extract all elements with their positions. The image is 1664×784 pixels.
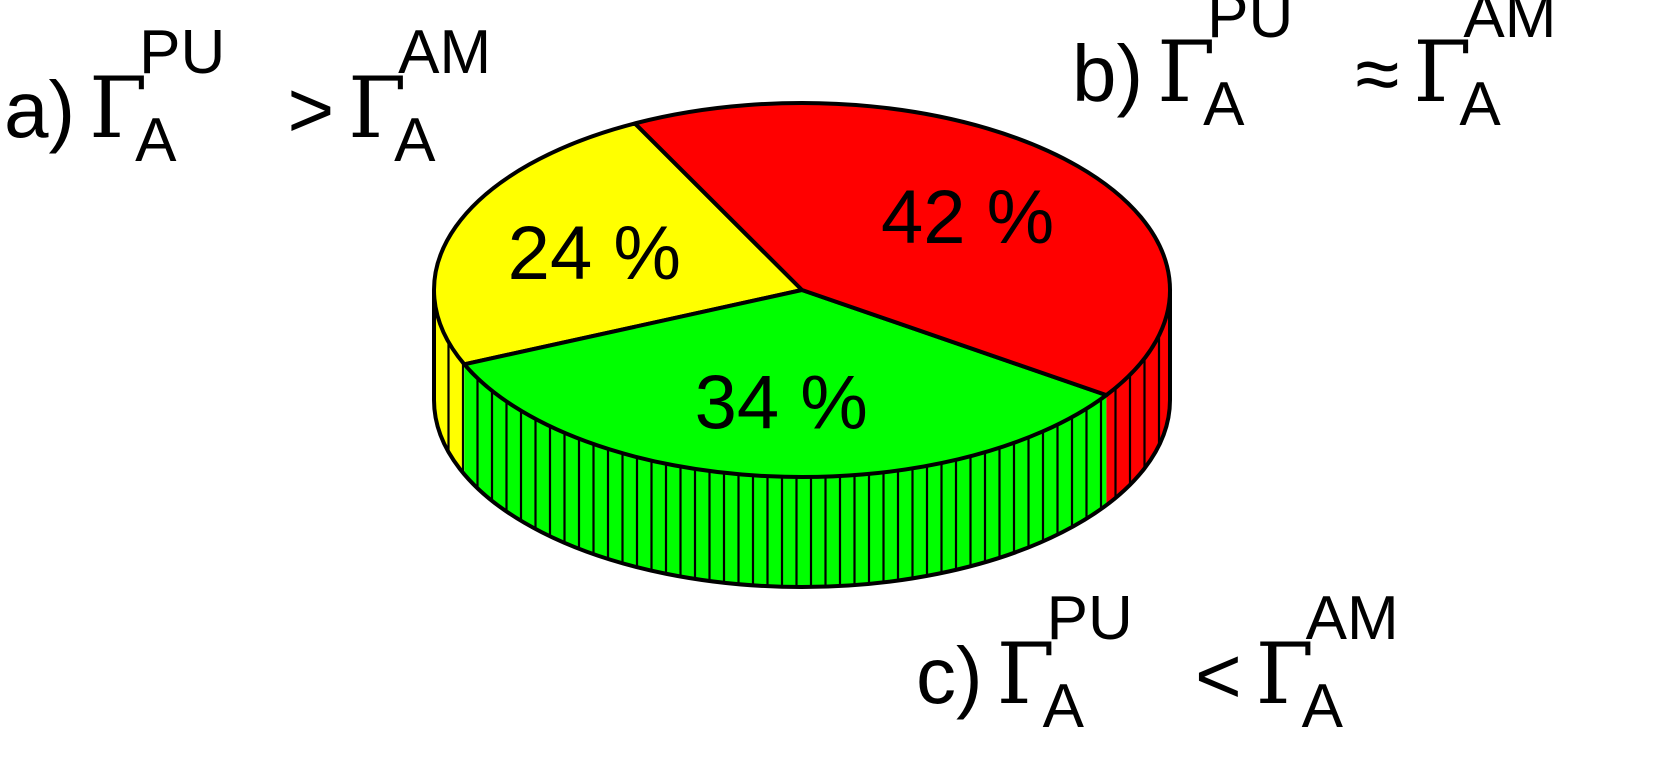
gamma-symbol: Γ AM A <box>1413 0 1556 136</box>
gamma-glyph: Γ <box>89 59 148 157</box>
category-label-b: b) Γ PU A ≈ Γ AM A <box>1072 0 1556 136</box>
superscript-pu: PU <box>1207 0 1294 51</box>
gamma-symbol: Γ PU A <box>89 22 225 172</box>
slice-label-b: 34 % <box>695 361 868 446</box>
category-letter-a: a) <box>4 65 76 154</box>
pie-top-face <box>432 101 1172 480</box>
gamma-glyph: Γ <box>1157 23 1216 121</box>
pie-slice-a <box>432 121 804 367</box>
category-label-c: c) Γ PU A < Γ AM A <box>916 588 1399 738</box>
pie-value-labels: 24 %34 % 42 % <box>508 175 1055 446</box>
pie-slice-b <box>462 288 1109 480</box>
side-segment-b <box>464 364 1107 587</box>
relation-symbol: < <box>1194 631 1242 720</box>
relation-symbol: ≈ <box>1355 29 1400 118</box>
category-letter-b: b) <box>1072 29 1144 118</box>
category-label-a: a) Γ PU A > Γ AM A <box>4 22 491 172</box>
side-face-b <box>464 364 1107 587</box>
subscript-a: A <box>1301 672 1344 741</box>
gamma-glyph: Γ <box>1413 23 1472 121</box>
superscript-am: AM <box>398 18 492 87</box>
gamma-glyph: Γ <box>348 59 407 157</box>
gamma-glyph: Γ <box>996 625 1055 723</box>
gamma-symbol: Γ PU A <box>997 588 1133 738</box>
subscript-a: A <box>1042 672 1084 741</box>
category-letter-c: c) <box>916 631 983 720</box>
relation-symbol: > <box>287 65 335 154</box>
gamma-symbol: Γ AM A <box>348 22 491 172</box>
superscript-am: AM <box>1305 584 1399 653</box>
gamma-symbol: Γ PU A <box>1157 0 1293 136</box>
superscript-pu: PU <box>139 18 226 87</box>
pie-slice-c <box>632 101 1172 398</box>
gamma-symbol: Γ AM A <box>1256 588 1399 738</box>
subscript-a: A <box>135 106 177 175</box>
superscript-pu: PU <box>1046 584 1133 653</box>
superscript-am: AM <box>1463 0 1557 51</box>
side-bottom-arc <box>432 399 1172 589</box>
pie-side-wall <box>432 290 1172 589</box>
subscript-a: A <box>1459 70 1501 139</box>
subscript-a: A <box>1203 70 1245 139</box>
gamma-glyph: Γ <box>1255 625 1314 723</box>
subscript-a: A <box>394 106 436 175</box>
slice-label-a: 24 % <box>508 211 681 296</box>
slice-label-c: 42 % <box>881 175 1054 260</box>
